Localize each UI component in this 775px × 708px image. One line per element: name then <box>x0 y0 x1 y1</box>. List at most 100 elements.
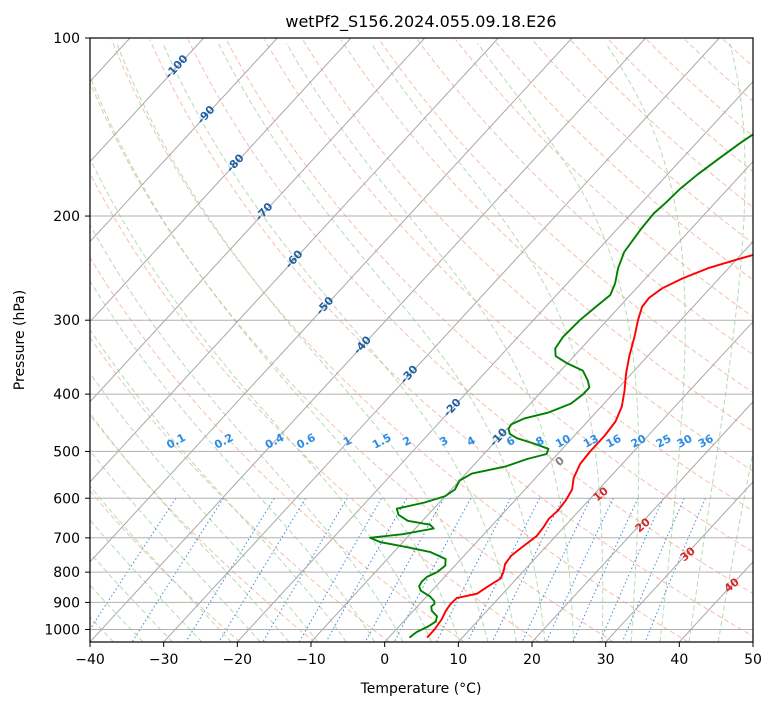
isotherm-gridline <box>163 38 720 642</box>
dry-adiabat <box>264 39 753 512</box>
mixing-ratio-line <box>521 498 592 642</box>
y-tick-label: 200 <box>53 209 80 225</box>
y-tick-label: 700 <box>53 531 80 547</box>
dry-adiabat <box>608 39 753 173</box>
moist-adiabat <box>90 552 173 642</box>
mixing-ratio-line <box>621 498 685 642</box>
moist-adiabat <box>90 157 432 642</box>
moist-adiabat <box>285 42 575 642</box>
dry-adiabat <box>90 489 241 642</box>
mixing-ratio-line <box>131 498 224 642</box>
y-tick-label: 800 <box>53 565 80 581</box>
dry-adiabat <box>340 39 753 432</box>
isotherm-gridline <box>90 38 499 483</box>
moist-adiabat <box>688 42 746 642</box>
x-tick-label: −30 <box>149 652 179 668</box>
x-tick-label: 50 <box>744 652 762 668</box>
mixing-ratio-line <box>90 498 177 631</box>
mixing-ratio-line <box>599 498 664 642</box>
dry-adiabat <box>569 39 753 208</box>
dry-adiabat <box>90 172 540 642</box>
moist-adiabat-label: 30 <box>678 544 698 564</box>
dry-adiabat <box>187 39 753 595</box>
mixing-ratio-line <box>644 498 706 642</box>
isotherm-gridline <box>90 38 352 323</box>
moist-adiabat <box>476 42 640 642</box>
y-tick-label: 300 <box>53 313 80 329</box>
dry-adiabat <box>111 39 689 642</box>
dry-adiabat <box>722 39 753 68</box>
isotherm-gridline <box>605 481 753 642</box>
isotherm-gridline <box>457 320 753 642</box>
moist-adiabat <box>90 372 319 642</box>
y-tick-label: 600 <box>53 491 80 507</box>
x-axis: −40 −30 −20 −10 0 10 20 30 40 50 <box>75 642 762 668</box>
mixing-ratio-line <box>572 498 639 642</box>
y-axis-label: Pressure (hPa) <box>12 290 28 390</box>
y-tick-label: 900 <box>53 595 80 611</box>
x-tick-label: −40 <box>75 652 105 668</box>
mixing-ratio-label: 6 <box>504 434 517 449</box>
mixing-ratio-label: 36 <box>696 432 716 451</box>
x-axis-label: Temperature (°C) <box>360 681 482 697</box>
x-tick-label: −20 <box>223 652 253 668</box>
moist-adiabat <box>370 42 604 642</box>
moist-adiabat <box>90 224 404 642</box>
moist-adiabat <box>90 519 203 642</box>
series-lines <box>369 133 753 639</box>
y-tick-label: 1000 <box>44 622 80 638</box>
mixing-ratio-label: 3 <box>438 434 451 449</box>
y-tick-label: 500 <box>53 444 80 460</box>
moist-adiabat <box>717 450 753 642</box>
mixing-ratio-label: 25 <box>654 432 674 451</box>
isotherm-gridline <box>236 80 753 642</box>
dry-adiabat <box>531 39 753 244</box>
moist-adiabat <box>90 485 232 642</box>
dry-adiabat <box>684 39 753 102</box>
temperature-profile-line <box>426 253 753 639</box>
isotherm-gridline <box>0 38 56 642</box>
isotherm-gridline <box>90 38 647 642</box>
mixing-ratio-label: 13 <box>581 432 601 451</box>
moist-adiabat <box>162 42 517 642</box>
dry-adiabat <box>378 39 753 394</box>
isotherm-gridline <box>531 401 753 642</box>
dry-adiabat <box>225 39 753 553</box>
mixing-ratio-line <box>325 498 408 642</box>
mixing-ratio-line <box>185 498 275 642</box>
dry-adiabat <box>149 39 753 637</box>
moist-adiabat-label: 20 <box>633 515 653 535</box>
isotherm-gridline <box>90 38 205 163</box>
dry-adiabat <box>90 336 390 642</box>
x-tick-label: 30 <box>597 652 615 668</box>
background-lines <box>90 39 775 643</box>
dry-adiabat <box>761 40 775 643</box>
dry-adiabat <box>302 39 753 472</box>
mixing-ratio-line <box>364 498 445 642</box>
x-tick-label: −10 <box>296 652 326 668</box>
dry-adiabat <box>646 39 753 137</box>
dry-adiabat <box>455 39 753 318</box>
mixing-ratio-label: 1.5 <box>370 431 393 452</box>
moist-adiabat-label: 10 <box>591 484 611 504</box>
x-tick-label: 10 <box>449 652 467 668</box>
mixing-ratio-label: 20 <box>629 432 649 451</box>
dry-adiabat <box>416 39 753 356</box>
y-axis: 100 200 300 400 500 600 700 800 900 1000 <box>44 31 90 638</box>
dewpoint-profile-line <box>369 133 753 639</box>
isotherm-gridline <box>310 160 753 642</box>
isotherm-gridline <box>384 240 753 642</box>
moist-adiabat <box>90 328 347 642</box>
isotherm-gridline <box>90 38 426 403</box>
x-tick-label: 40 <box>670 652 688 668</box>
dry-adiabat <box>90 81 614 642</box>
plot-frame <box>89 37 754 643</box>
isotherm-gridline <box>90 38 278 243</box>
grid-lines <box>0 38 753 642</box>
y-tick-label: 400 <box>53 387 80 403</box>
chart-title: wetPf2_S156.2024.055.09.18.E26 <box>285 12 556 32</box>
mixing-ratio-label: 16 <box>604 432 624 451</box>
x-tick-label: 20 <box>523 652 541 668</box>
moist-adiabat <box>217 42 546 642</box>
isotherm-gridline <box>90 38 573 563</box>
